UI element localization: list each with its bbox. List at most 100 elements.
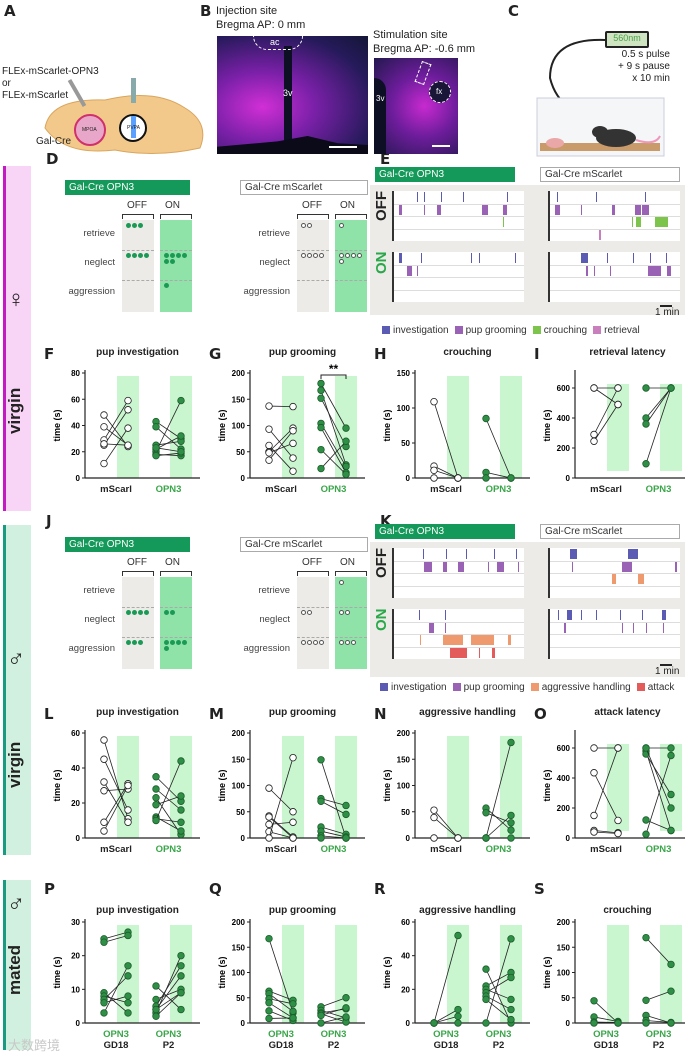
behavior-bout-investigation [581,610,583,620]
row-label-aggression: aggression [68,643,115,654]
paired-line [320,398,347,447]
group-sublabel: GD18 [594,1040,619,1051]
paired-line [268,993,294,1012]
behavior-bout-investigation [595,192,597,202]
paired-line [103,427,129,464]
y-tick-label: 0 [241,1019,246,1028]
paired-line [103,414,129,447]
behavior-bout-retrieval [599,229,601,240]
group-label: OPN3 [156,1029,182,1040]
behavior-bout-aggressive-handling [470,635,495,645]
row-label-retrieve: retrieve [258,585,290,596]
data-point [482,1019,490,1027]
data-point [152,423,160,431]
data-point [614,400,622,409]
y-tick-label: 60 [71,729,80,738]
mouse-line-label: Gal-Cre [36,136,72,147]
ethogram-header-mscarlet: Gal-Cre mScarlet [540,167,680,182]
ethogram-header-mscarlet: Gal-Cre mScarlet [540,524,680,539]
legend-label: attack [647,682,675,693]
panel-j-outcome-matrix: Gal-Cre OPN3 retrieve neglect aggression OFF… [40,535,368,685]
brain-illustration [44,78,204,155]
panel-k-ethogram: Gal-Cre OPN3 Gal-Cre mScarlet OFF ON 1 min in… [370,522,685,702]
data-point [177,951,185,960]
group-header-opn3: Gal-Cre OPN3 [65,537,190,552]
y-tick-label: 150 [232,943,246,952]
group-label: mScarl [265,484,297,495]
animal-dot [339,253,344,258]
paired-line [155,992,182,1017]
light-on-bar [447,736,469,838]
behavior-bout-investigation [417,192,419,202]
legend-item: investigation [374,682,447,693]
group-sublabel: P2 [328,1040,340,1051]
light-on-bar [170,736,192,838]
animal-dot [339,259,344,264]
paired-line [268,815,294,838]
paired-line [645,1015,672,1024]
data-point [507,811,515,820]
group-sublabel: GD18 [269,1040,294,1051]
column-bracket [335,214,367,219]
data-point [507,935,515,943]
y-tick-label: 600 [557,384,571,393]
behavior-bout-investigation [478,253,480,263]
data-point [317,386,325,395]
behavior-bout-investigation [665,253,667,263]
paired-line [593,831,619,834]
paired-line [645,747,672,809]
data-point [124,424,132,432]
y-tick-label: 100 [232,969,246,978]
animal-dot [307,610,312,615]
paired-line [593,747,619,816]
sidebar-virgin-female: ♀ virgin [3,166,31,511]
panel-label-i: I [534,345,540,363]
behavior-bout-investigation [418,610,420,620]
row-divider [335,637,367,638]
data-point [152,801,160,809]
data-point [642,460,650,468]
behavior-bout-investigation [440,192,442,202]
data-point [177,806,185,814]
plot-canvas: 0 200 400 600 time (s) mScarl OPN3 [542,370,685,495]
paired-line [320,759,347,839]
behavior-bout-attack [491,647,496,658]
row-line [550,228,680,230]
data-point [667,804,675,812]
paired-line [155,435,182,450]
data-point [342,801,350,810]
column-bracket [160,571,192,576]
group-label: OPN3 [486,484,512,495]
y-tick-label: 0 [566,834,571,843]
column-bg-off [297,577,329,669]
animal-dot [138,223,143,228]
row-divider [160,607,192,608]
mpoa-label: MPOA [82,127,97,133]
data-point [507,995,515,1004]
scale-bar-stim [432,145,450,147]
data-point [454,474,462,482]
row-divider [297,250,329,251]
group-label: OPN3 [103,1029,129,1040]
y-tick-label: 20 [71,799,80,808]
row-line [394,289,524,291]
y-tick-label: 80 [71,369,80,378]
behavior-bout-pup-grooming [634,204,641,215]
paired-line [433,817,459,839]
paired-line [320,997,347,1008]
y-tick-label: 200 [557,804,571,813]
column-bg-on [160,577,192,669]
group-sublabel: P2 [493,1040,505,1051]
row-line [550,203,680,205]
legend-item: retrieval [587,325,640,336]
behavior-bout-pup-grooming [555,204,561,215]
data-point [642,830,650,838]
animal-dot [144,610,149,615]
behavior-bout-pup-grooming [503,204,508,215]
group-label: OPN3 [593,1029,619,1040]
paired-line [645,387,672,419]
data-point [289,427,297,435]
data-point [454,1012,462,1020]
stim-pause: + 9 s pause [618,61,670,72]
